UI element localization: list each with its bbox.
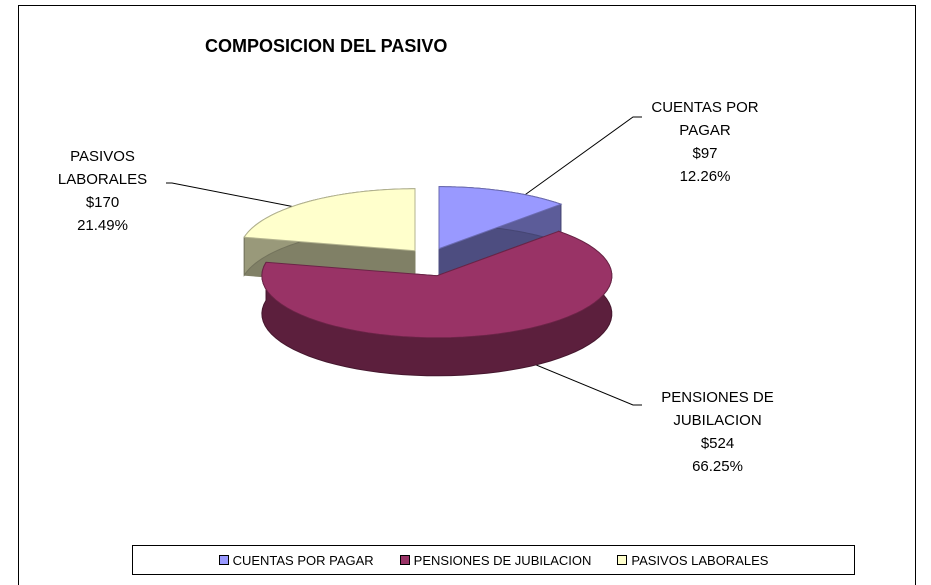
slice [261,230,613,339]
label-percent: 21.49% [77,217,128,234]
legend-item: CUENTAS POR PAGAR [218,552,374,568]
legend-label: PASIVOS LABORALES [631,552,769,568]
legend: CUENTAS POR PAGAR PENSIONES DE JUBILACION… [132,545,855,575]
legend-swatch [218,555,229,565]
legend-swatch [617,555,628,565]
slice [438,186,563,250]
tops [243,186,613,339]
slice [243,188,416,252]
legend-item: PASIVOS LABORALES [617,553,768,568]
legend-item: PENSIONES DE JUBILACION [399,552,592,568]
legend-label: PENSIONES DE JUBILACION [413,552,592,568]
leader-line [514,116,642,203]
leader-line [166,182,301,209]
data-label: PASIVOS LABORALES $170 21.49% [45,145,160,237]
label-value: $97 [692,145,718,162]
label-value: $524 [700,435,735,452]
label-name: CUENTAS POR PAGAR [651,99,759,139]
legend-swatch [399,555,410,565]
label-name: PENSIONES DE JUBILACION [661,389,774,429]
label-percent: 12.26% [679,168,731,185]
chart-border [18,5,916,585]
data-label: PENSIONES DE JUBILACION $524 66.25% [635,386,800,478]
label-value: $170 [85,194,120,211]
label-percent: 66.25% [692,458,743,475]
label-name: PASIVOS LABORALES [57,148,148,188]
chart-title: COMPOSICION DEL PASIVO [205,36,448,56]
legend-label: CUENTAS POR PAGAR [232,552,374,568]
data-label: CUENTAS POR PAGAR $97 12.26% [630,96,780,188]
